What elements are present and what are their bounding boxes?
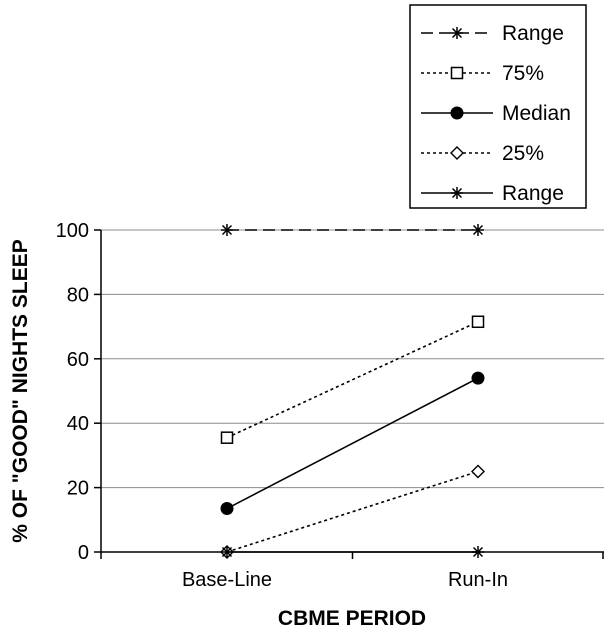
series-0 [221, 224, 484, 236]
x-tick-label: Base-Line [182, 569, 272, 591]
square-marker [220, 431, 234, 444]
series-2 [220, 371, 485, 516]
gridlines [101, 229, 604, 489]
y-axis-title: % OF "GOOD" NIGHTS SLEEP [9, 239, 32, 542]
circle-marker [220, 502, 234, 516]
circle-marker [471, 371, 485, 385]
series-4 [221, 546, 484, 558]
legend-entry: 75% [421, 62, 544, 85]
asterisk-marker [221, 224, 233, 236]
legend-label: Range [502, 182, 564, 205]
y-tick-label: 100 [56, 220, 89, 242]
square-marker [450, 66, 464, 80]
series-line [226, 321, 479, 439]
legend-label: 25% [502, 142, 544, 165]
circle-marker [450, 106, 464, 120]
series-1 [220, 315, 485, 444]
x-tick-label: Run-In [448, 569, 508, 591]
series-line [226, 377, 479, 510]
legend-box [409, 4, 587, 209]
asterisk-marker [472, 224, 484, 236]
y-tick-label: 40 [67, 413, 89, 435]
legend-entry: 25% [421, 142, 544, 165]
legend-label: 75% [502, 62, 544, 85]
diamond-marker [471, 464, 485, 479]
y-tick-labels: 0 20 40 60 80 100 [56, 220, 89, 564]
y-tick-label: 20 [67, 478, 89, 500]
asterisk-marker [221, 546, 233, 558]
legend-entry: Median [421, 102, 571, 125]
legend-label: Median [502, 102, 571, 125]
legend: Range 75% Median 25% Range [409, 4, 587, 209]
y-tick-label: 80 [67, 284, 89, 306]
square-marker [471, 315, 485, 329]
diamond-marker [450, 146, 464, 160]
y-tick-label: 0 [78, 542, 89, 564]
asterisk-marker [451, 187, 463, 199]
x-axis-title: CBME PERIOD [278, 607, 426, 630]
x-tick-labels: Base-Line Run-In [182, 569, 508, 591]
legend-label: Range [502, 22, 564, 45]
asterisk-marker [472, 546, 484, 558]
y-tick-label: 60 [67, 349, 89, 371]
series-group [220, 224, 485, 559]
plot-area [101, 230, 604, 552]
asterisk-marker [451, 27, 463, 39]
legend-entry: Range [421, 22, 564, 45]
legend-entry: Range [421, 182, 564, 205]
series-line [226, 470, 479, 553]
